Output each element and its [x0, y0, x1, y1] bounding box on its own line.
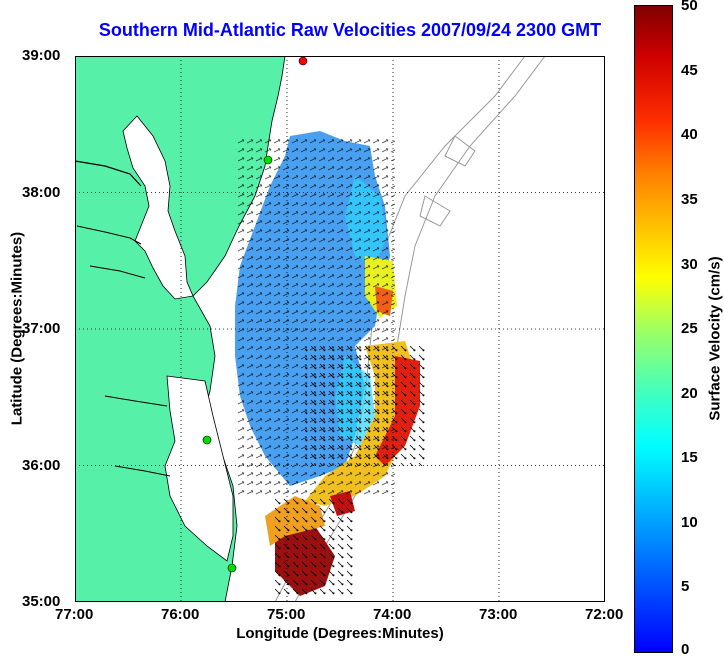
- y-tick-label: 38:00: [22, 184, 61, 201]
- station-marker: [227, 563, 237, 573]
- x-tick-label: 73:00: [479, 606, 518, 623]
- colorbar-tick-label: 30: [681, 256, 698, 273]
- y-tick-label: 36:00: [22, 457, 61, 474]
- velocity-map: [75, 56, 605, 602]
- station-marker: [298, 56, 308, 66]
- y-tick-label: 39:00: [22, 47, 61, 64]
- y-tick-label: 37:00: [22, 320, 61, 337]
- colorbar-tick-label: 10: [681, 514, 698, 531]
- x-axis-label: Longitude (Degrees:Minutes): [236, 625, 444, 642]
- x-tick-label: 76:00: [161, 606, 200, 623]
- river: [114, 465, 171, 477]
- pamlico-sound: [164, 375, 234, 562]
- river: [75, 160, 142, 187]
- colorbar-tick-label: 50: [681, 0, 698, 14]
- x-tick-label: 72:00: [585, 606, 624, 623]
- velocity-vectors: [305, 346, 425, 466]
- colorbar-tick-label: 15: [681, 449, 698, 466]
- river: [76, 225, 142, 245]
- colorbar-tick-label: 25: [681, 320, 698, 337]
- station-marker: [202, 435, 212, 445]
- y-axis-label: Latitude (Degrees:Minutes): [8, 231, 26, 426]
- grid: [75, 56, 605, 602]
- x-tick-label: 77:00: [55, 606, 94, 623]
- x-tick-label: 75:00: [267, 606, 306, 623]
- chesapeake-bay: [122, 115, 194, 300]
- plot-frame: [75, 56, 605, 602]
- colorbar-tick-label: 0: [681, 641, 690, 658]
- x-tick-label: 74:00: [373, 606, 412, 623]
- colorbar-tick-label: 45: [681, 62, 698, 79]
- colorbar-tick-label: 40: [681, 126, 698, 143]
- river: [104, 395, 168, 407]
- colorbar-label: Surface Velocity (cm/s): [706, 256, 724, 421]
- map-title: Southern Mid-Atlantic Raw Velocities 200…: [98, 20, 602, 40]
- colorbar-tick-label: 35: [681, 191, 698, 208]
- y-tick-label: 35:00: [22, 593, 61, 610]
- station-marker: [263, 155, 273, 165]
- colorbar-tick-label: 20: [681, 385, 698, 402]
- colorbar: [634, 5, 673, 653]
- river: [89, 265, 146, 279]
- colorbar-tick-label: 5: [681, 578, 690, 595]
- velocity-vectors: [275, 496, 355, 596]
